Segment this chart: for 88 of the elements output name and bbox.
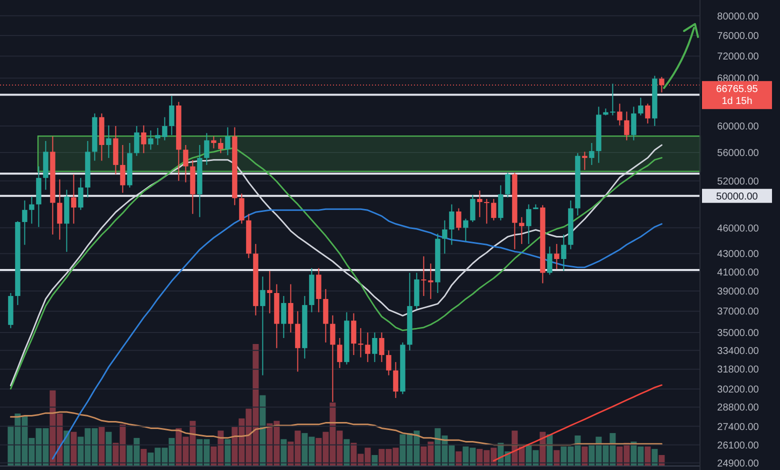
candlestick [29, 196, 34, 224]
candlestick [624, 111, 630, 141]
y-tick-label: 24900.00 [717, 458, 760, 470]
bar [260, 395, 266, 466]
candlestick [78, 177, 84, 210]
bar [554, 450, 560, 466]
candlestick [547, 246, 552, 276]
text: 1d 15h [722, 96, 752, 108]
candlestick [358, 328, 364, 358]
bar [280, 439, 287, 466]
candlestick [442, 220, 448, 254]
candlestick [589, 142, 594, 166]
candlestick [22, 200, 28, 246]
y-tick-label: 76000.00 [717, 30, 760, 42]
candlestick [617, 103, 622, 126]
candlestick [526, 204, 532, 244]
y-tick-label: 31800.00 [717, 364, 760, 376]
bar [140, 448, 147, 466]
candlestick [491, 198, 496, 221]
y-tick-label: 27400.00 [717, 422, 760, 433]
candlestick [645, 103, 650, 124]
candlestick [120, 144, 126, 194]
ref-line-label: 50000.00 [716, 191, 758, 202]
candlestick [169, 95, 174, 136]
candlestick [71, 174, 76, 224]
y-tick-label: 41000.00 [717, 267, 760, 278]
candlestick [57, 178, 62, 240]
candlestick [428, 263, 434, 300]
y-tick-label: 46000.00 [717, 223, 760, 234]
candlestick [365, 332, 370, 363]
bar [70, 432, 77, 466]
bar [582, 446, 588, 466]
candlestick [470, 194, 476, 223]
candlestick [393, 362, 398, 398]
candlestick [561, 234, 566, 272]
bar [98, 426, 105, 466]
candlestick [288, 284, 294, 333]
y-tick-label: 72000.00 [717, 52, 760, 63]
y-tick-label: 35000.00 [717, 328, 760, 339]
bar [652, 448, 658, 466]
candlestick [141, 124, 146, 154]
candlestick [337, 338, 342, 369]
y-tick-label: 60000.00 [717, 122, 760, 133]
bar [224, 439, 231, 466]
bar [344, 439, 350, 466]
y-tick-label: 26100.00 [717, 440, 760, 452]
candlestick [218, 138, 224, 154]
candlestick [477, 190, 482, 218]
candlestick [211, 136, 216, 149]
candlestick [330, 314, 336, 402]
candlestick [134, 126, 140, 156]
candlestick [267, 270, 272, 314]
y-tick-label: 43000.00 [717, 249, 760, 260]
candlestick [260, 276, 266, 376]
candlestick [148, 130, 154, 150]
y-tick-label: 33400.00 [717, 346, 760, 357]
candlestick [386, 350, 392, 376]
candlestick [519, 216, 524, 244]
candlestick [204, 132, 210, 166]
y-tick-label: 80000.00 [717, 11, 760, 22]
candlestick [484, 198, 490, 224]
candlestick [449, 204, 454, 246]
candlestick [554, 243, 560, 270]
text: 66765.95 [716, 84, 758, 96]
candlestick [463, 218, 468, 242]
bar [644, 446, 651, 466]
y-tick-label: 30200.00 [717, 384, 760, 396]
y-tick-label: 39000.00 [717, 286, 760, 298]
y-tick-label: 28800.00 [717, 402, 760, 414]
candlestick [498, 184, 504, 221]
candlestick [505, 172, 510, 198]
candlestick [281, 295, 286, 338]
bar [106, 432, 112, 466]
candlestick [239, 193, 244, 224]
y-tick-label: 37000.00 [717, 306, 760, 318]
candlestick [456, 208, 462, 231]
y-tick-label: 56000.00 [717, 148, 760, 159]
candlestick [106, 124, 112, 158]
candlestick [638, 97, 644, 116]
candlestick [421, 256, 426, 296]
candlestick [372, 332, 378, 363]
candlestick [631, 106, 636, 141]
y-tick-label: 52000.00 [717, 176, 760, 188]
candlestick [379, 332, 384, 363]
candlestick [225, 126, 230, 156]
candlestick [351, 312, 356, 356]
candlestick [183, 144, 188, 183]
candlestick [582, 151, 588, 170]
